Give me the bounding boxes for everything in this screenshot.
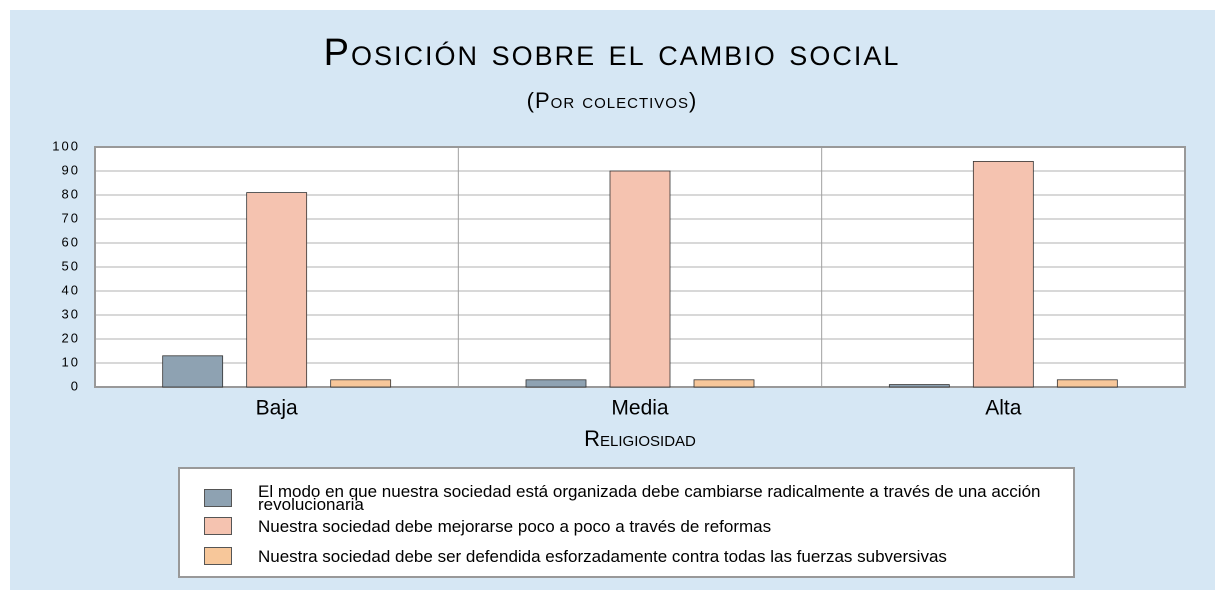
legend-label: El modo en que nuestra sociedad está org…	[258, 482, 1041, 514]
x-tick-label: Media	[611, 397, 669, 420]
y-tick-label: 30	[62, 306, 80, 321]
legend: El modo en que nuestra sociedad está org…	[178, 467, 1075, 578]
legend-swatch	[204, 489, 232, 507]
y-tick-label: 70	[62, 210, 80, 225]
y-tick-label: 0	[71, 378, 80, 393]
bar	[246, 192, 308, 388]
y-tick-label: 60	[62, 234, 80, 249]
legend-swatch	[204, 547, 232, 565]
bar	[888, 384, 950, 388]
bar	[330, 379, 392, 388]
x-tick-label: Baja	[256, 397, 298, 420]
bar	[972, 160, 1034, 388]
bar	[693, 379, 755, 388]
y-tick-label: 40	[62, 282, 80, 297]
legend-item: Nuestra sociedad debe mejorarse poco a p…	[204, 517, 1058, 535]
y-tick-label: 90	[62, 162, 80, 177]
y-tick-label: 10	[62, 354, 80, 369]
chart-title: Posición sobre el cambio social	[324, 32, 901, 74]
y-tick-label: 50	[62, 258, 80, 273]
bar	[1056, 379, 1118, 388]
bar	[162, 355, 224, 388]
x-axis-label: Religiosidad	[584, 426, 696, 451]
y-tick-label: 80	[62, 186, 80, 201]
bar	[609, 170, 671, 388]
chart-subtitle: (Por colectivos)	[527, 88, 698, 113]
bar	[525, 379, 587, 388]
x-tick-label: Alta	[985, 397, 1022, 420]
y-tick-label: 100	[52, 138, 80, 153]
legend-item: Nuestra sociedad debe ser defendida esfo…	[204, 547, 1058, 565]
y-tick-label: 20	[62, 330, 80, 345]
legend-label: Nuestra sociedad debe mejorarse poco a p…	[258, 516, 772, 536]
legend-item: El modo en que nuestra sociedad está org…	[204, 482, 1058, 514]
legend-label: Nuestra sociedad debe ser defendida esfo…	[258, 546, 947, 566]
legend-swatch	[204, 517, 232, 535]
